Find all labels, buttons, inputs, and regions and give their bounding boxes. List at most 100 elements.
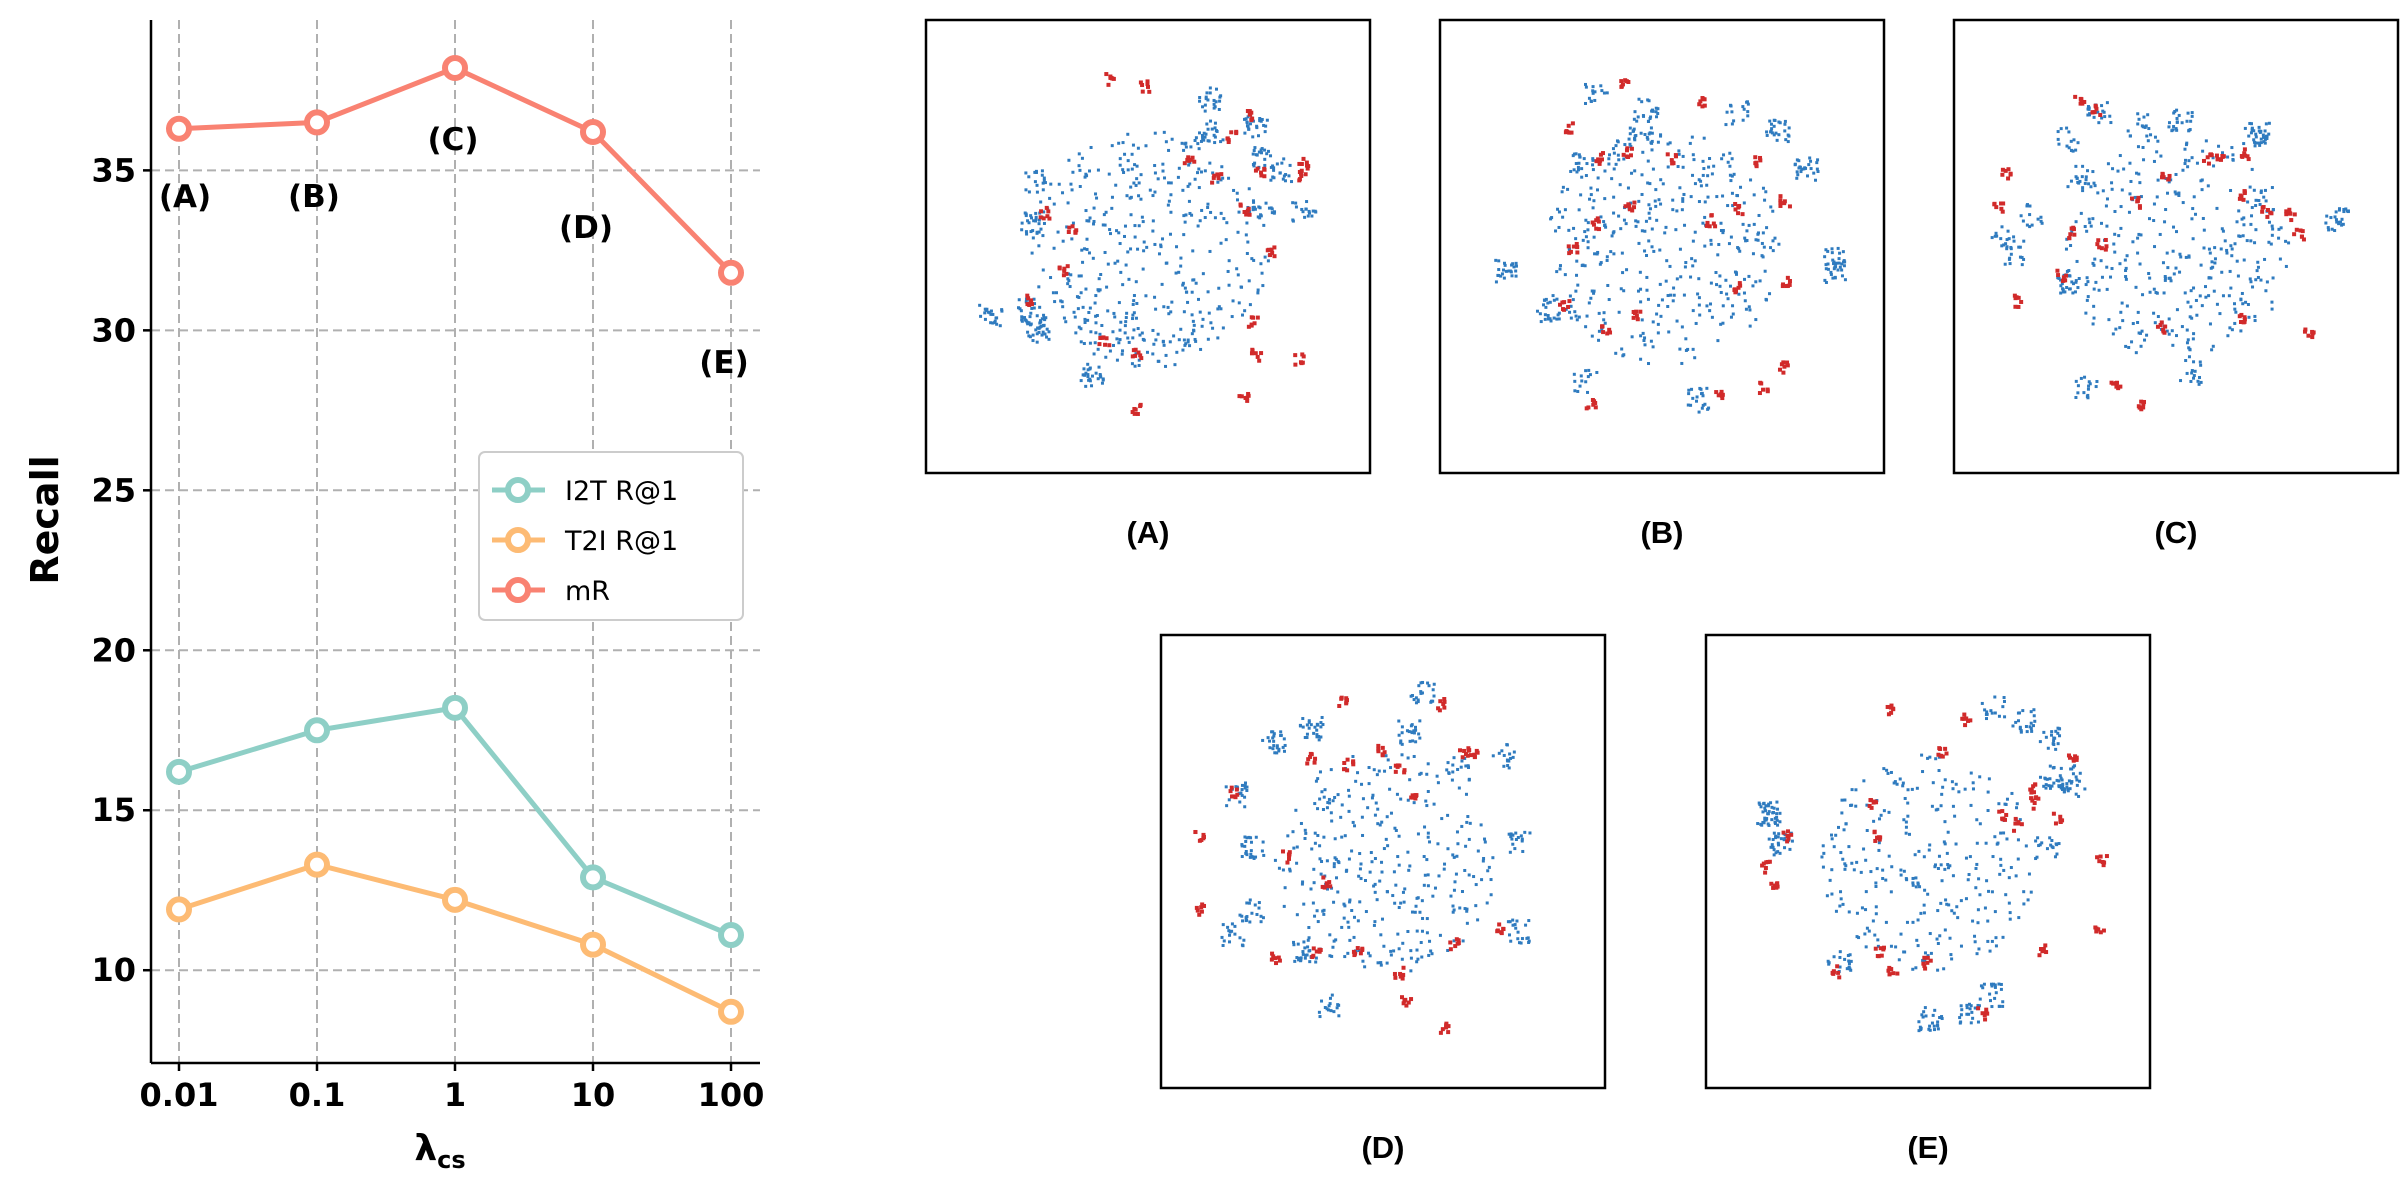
scatter-point-highlight [1781,370,1786,375]
scatter-point [1474,883,1478,887]
scatter-point [1123,224,1127,228]
scatter-point [1839,851,1843,855]
scatter-point [1263,130,1267,134]
scatter-point [1487,865,1491,869]
scatter-point [1579,374,1583,378]
scatter-point [2059,278,2063,282]
scatter-point-highlight [1761,861,1766,866]
scatter-point [1409,969,1413,973]
scatter-point [1318,1015,1322,1019]
scatter-point-highlight [2214,153,2219,158]
scatter-point [1305,953,1309,957]
scatter-point [1024,214,1028,218]
scatter-point [1578,155,1582,159]
scatter-point [1922,1010,1926,1014]
scatter-point-highlight [2240,154,2245,159]
scatter-point [1400,742,1404,746]
scatter-point-highlight [1272,254,1277,259]
scatter-point-highlight [2033,796,2038,801]
scatter-point [1666,294,1670,298]
scatter-point [2172,225,2176,229]
scatter-point-highlight [1778,201,1783,206]
scatter-point [1269,206,1273,210]
scatter-point [2099,259,2103,263]
scatter-point-highlight [2097,245,2102,250]
scatter-point-highlight [2141,405,2146,410]
scatter-point [1881,868,1885,872]
scatter-point [1304,831,1308,835]
scatter-point [2003,262,2007,266]
scatter-point [1715,195,1719,199]
scatter-point [1973,1006,1977,1010]
scatter-point [1719,291,1723,295]
scatter-point [1924,1014,1928,1018]
scatter-point [1250,855,1254,859]
scatter-point [1325,859,1329,863]
scatter-point [1042,176,1046,180]
scatter-point-highlight [2302,329,2307,334]
scatter-point [1104,355,1108,359]
scatter-point [1850,788,1854,792]
scatter-point [1197,147,1201,151]
scatter-point [2195,313,2199,317]
scatter-point [2069,139,2073,143]
scatter-point [1153,242,1157,246]
scatter-point [1141,220,1145,224]
scatter-point [1348,938,1352,942]
scatter-point-highlight [1599,157,1604,162]
scatter-point [1035,332,1039,336]
scatter-point [1280,161,1284,165]
scatter-point-highlight [1132,411,1137,416]
scatter-point [1591,85,1595,89]
scatter-point-highlight [1038,215,1043,220]
scatter-point [1085,237,1089,241]
scatter-point [1743,236,1747,240]
scatter-point [1303,215,1307,219]
scatter-point [2059,776,2063,780]
scatter-point [1954,782,1958,786]
scatter-point [1458,906,1462,910]
scatter-point [1047,330,1051,334]
scatter-point [1783,119,1787,123]
scatter-point [2080,175,2084,179]
scatter-point [1654,106,1658,110]
scatter-point [1558,267,1562,271]
scatter-point [1573,379,1577,383]
scatter-point [1874,881,1878,885]
scatter-point-highlight [1301,354,1306,359]
scatter-point [1252,149,1256,153]
scatter-point [1643,133,1647,137]
scatter-point-highlight [1195,908,1200,913]
scatter-point [2057,842,2061,846]
scatter-point-highlight [1145,81,1150,86]
scatter-point-highlight [1138,404,1143,409]
scatter-point [1294,201,1298,205]
scatter-point [1032,297,1036,301]
scatter-point [1108,228,1112,232]
scatter-point [1256,215,1260,219]
scatter-point [1464,844,1468,848]
scatter-point [1984,841,1988,845]
scatter-point [1774,834,1778,838]
scatter-point [1684,337,1688,341]
scatter-point [1304,953,1308,957]
scatter-point [1512,265,1516,269]
scatter-point [1213,121,1217,125]
scatter-point-highlight [2166,177,2171,182]
scatter-point [1956,916,1960,920]
scatter-point [1576,168,1580,172]
scatter-point [1350,908,1354,912]
scatter-point [1198,310,1202,314]
scatter-point-highlight [1737,281,1742,286]
scatter-point [2054,842,2058,846]
scatter-point [2074,220,2078,224]
scatter-point-highlight [2037,953,2042,958]
scatter-point-highlight [1463,752,1468,757]
scatter-point [1419,681,1423,685]
scatter-point [1464,792,1468,796]
scatter-point [2197,382,2201,386]
scatter-point [1503,263,1507,267]
scatter-point [1460,824,1464,828]
scatter-point [2165,329,2169,333]
scatter-point [1432,694,1436,698]
